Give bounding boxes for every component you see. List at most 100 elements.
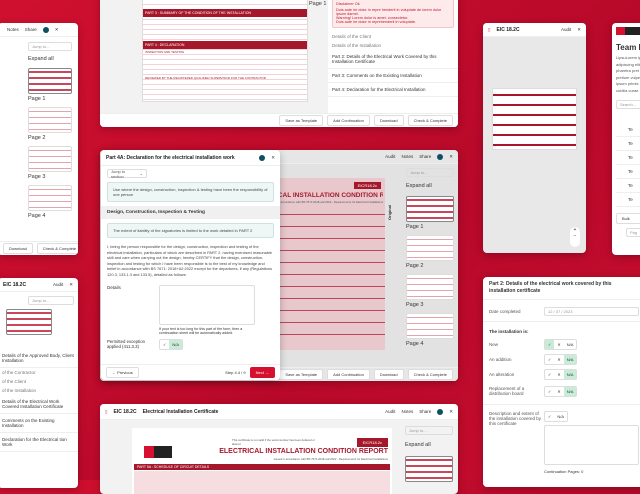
expand-all-button[interactable]: Expand all: [406, 183, 432, 189]
close-icon[interactable]: ✕: [449, 153, 453, 159]
page-input[interactable]: Pag: [626, 228, 640, 237]
share-button[interactable]: Share: [24, 27, 37, 32]
check-complete-button[interactable]: Check & Complete: [36, 243, 78, 254]
page-thumbnail[interactable]: [28, 185, 72, 211]
new-toggle[interactable]: ✓ ✕ N/A: [544, 339, 578, 350]
yes-option[interactable]: ✓: [548, 388, 552, 394]
na-option[interactable]: N/A: [557, 414, 565, 419]
page-label: Page 1: [309, 1, 327, 7]
no-option[interactable]: ✕: [557, 342, 561, 347]
report-code: EICR18.2c: [353, 182, 381, 189]
audit-button[interactable]: Audit: [52, 282, 64, 287]
team-row[interactable]: Te: [616, 179, 640, 193]
zoom-controls[interactable]: + −: [570, 227, 580, 247]
search-input[interactable]: Search...: [616, 100, 640, 109]
page-thumbnail[interactable]: [28, 68, 72, 94]
team-row[interactable]: Te: [616, 151, 640, 165]
section-item[interactable]: Part 4: Declaration for the Electrical I…: [328, 83, 458, 97]
page-thumbnail[interactable]: [405, 456, 453, 482]
close-icon[interactable]: ✕: [69, 281, 73, 287]
section-item[interactable]: Declaration for the Electrical tion Work: [0, 433, 78, 452]
no-option[interactable]: ✕: [557, 357, 561, 362]
audit-button[interactable]: Audit: [385, 154, 396, 159]
na-option[interactable]: N/A: [563, 355, 577, 364]
na-option[interactable]: N/A: [563, 386, 577, 396]
notes-button[interactable]: Notes: [7, 27, 19, 32]
previous-button[interactable]: ← Previous: [106, 367, 139, 378]
no-option[interactable]: ✕: [557, 388, 561, 394]
add-continuation-button[interactable]: Add Continuation: [327, 369, 370, 380]
section-item[interactable]: Part 2: Details of the Electrical Work C…: [328, 50, 458, 69]
download-button[interactable]: Download: [373, 115, 404, 126]
expand-all-button[interactable]: Expand all: [28, 56, 54, 62]
section-item[interactable]: of the Client: [2, 379, 27, 384]
section-item[interactable]: Details of the Client: [332, 34, 372, 39]
share-button[interactable]: Share: [419, 154, 432, 159]
page-thumbnail[interactable]: [406, 235, 454, 261]
avatar[interactable]: [437, 408, 444, 415]
details-textarea[interactable]: [159, 284, 255, 325]
close-icon[interactable]: ✕: [54, 26, 59, 32]
close-icon[interactable]: ✕: [577, 26, 581, 32]
check-complete-button[interactable]: Check & Complete: [407, 369, 453, 380]
section-item[interactable]: of the Installation: [2, 388, 37, 393]
jump-to-section-select[interactable]: Jump to section ⌄: [107, 169, 147, 179]
team-row[interactable]: Te: [616, 137, 640, 151]
section-item[interactable]: Details of the Approved Body, Client Ins…: [0, 349, 78, 368]
expand-all-button[interactable]: Expand all: [405, 442, 431, 448]
jump-to-select[interactable]: Jump to...: [406, 168, 454, 177]
close-icon[interactable]: ✕: [271, 154, 275, 160]
download-button[interactable]: Download: [373, 369, 404, 380]
yes-option[interactable]: ✓: [548, 357, 552, 362]
audit-button[interactable]: Audit: [560, 27, 572, 32]
bulk-button[interactable]: Bulk: [616, 213, 640, 224]
download-button[interactable]: Download: [3, 243, 33, 254]
help-icon[interactable]: [259, 154, 266, 161]
page-thumbnail[interactable]: [406, 196, 454, 222]
section-item[interactable]: Part 3: Comments on the Existing Install…: [328, 69, 458, 83]
avatar[interactable]: [437, 153, 444, 160]
na-option[interactable]: N/A: [566, 342, 574, 347]
save-template-button[interactable]: Save as Template: [279, 115, 324, 126]
audit-button[interactable]: Audit: [385, 409, 396, 414]
addition-toggle[interactable]: ✓ ✕ N/A: [544, 354, 578, 365]
jump-to-select[interactable]: Jump to...: [28, 296, 74, 305]
close-icon[interactable]: ✕: [449, 408, 453, 414]
notes-button[interactable]: Notes: [401, 154, 414, 159]
window-top-center: PART 3 : SUMMARY OF THE CONDITION OF THE…: [100, 0, 458, 127]
section-item[interactable]: Details of the Electrical Work Covered I…: [0, 395, 78, 414]
page-thumbnail[interactable]: [28, 146, 72, 172]
yes-option[interactable]: ✓: [548, 372, 552, 377]
check-complete-button[interactable]: Check & Complete: [407, 115, 453, 126]
avatar[interactable]: [42, 26, 49, 33]
page-thumbnail[interactable]: [6, 309, 52, 335]
page-thumbnail[interactable]: [28, 107, 72, 133]
exception-toggle[interactable]: ✓ N/A: [159, 338, 184, 350]
share-button[interactable]: Share: [419, 409, 432, 414]
add-continuation-button[interactable]: Add Continuation: [327, 115, 370, 126]
save-template-button[interactable]: Save as Template: [279, 369, 324, 380]
page-thumbnail[interactable]: [406, 313, 454, 339]
yes-option[interactable]: ✓: [545, 340, 555, 349]
team-row[interactable]: Te: [616, 123, 640, 137]
description-toggle[interactable]: ✓ N/A: [544, 411, 569, 422]
report-preview: EICR18.2c This certificate is not valid …: [132, 428, 392, 494]
alteration-toggle[interactable]: ✓ ✕ N/A: [544, 369, 578, 380]
description-textarea[interactable]: [544, 425, 639, 465]
team-row[interactable]: Te: [616, 165, 640, 179]
team-row[interactable]: Te: [616, 193, 640, 207]
notes-button[interactable]: Notes: [401, 409, 414, 414]
section-item[interactable]: Comments on the Existing Installation: [0, 414, 78, 433]
yes-option[interactable]: ✓: [548, 414, 552, 419]
replacement-toggle[interactable]: ✓ ✕ N/A: [544, 385, 578, 397]
jump-to-select[interactable]: Jump to...: [28, 42, 72, 51]
section-item[interactable]: Details of the Installation: [332, 43, 382, 48]
next-button[interactable]: Next →: [249, 367, 275, 378]
no-option[interactable]: ✕: [557, 372, 561, 377]
page-thumbnail[interactable]: [406, 274, 454, 300]
date-input[interactable]: 12 / 07 / 2023: [544, 307, 639, 316]
na-option[interactable]: N/A: [169, 339, 183, 349]
na-option[interactable]: N/A: [563, 370, 577, 379]
section-item[interactable]: of the Contractor: [2, 370, 36, 375]
jump-to-select[interactable]: Jump to...: [405, 426, 453, 435]
